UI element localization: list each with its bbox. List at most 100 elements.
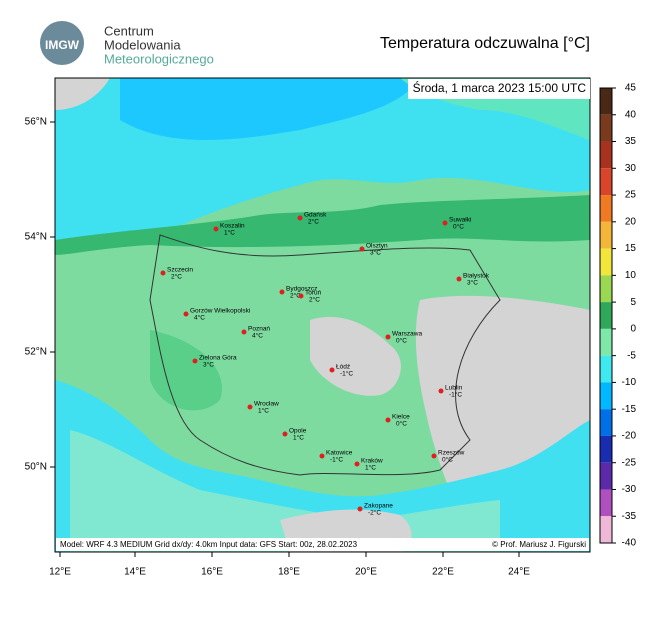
city-temp: 4°C <box>252 332 263 340</box>
date-label: Środa, 1 marca 2023 15:00 UTC <box>413 80 587 95</box>
colorbar-swatch <box>600 141 612 169</box>
city-temp: 3°C <box>370 249 381 257</box>
logo <box>40 21 84 65</box>
org-line: Meteorologicznego <box>104 51 214 66</box>
city-name: Łódź <box>336 364 350 371</box>
city-dot <box>282 431 288 437</box>
colorbar-label: 5 <box>630 297 636 308</box>
colorbar-label: 15 <box>625 243 637 254</box>
colorbar-label: 0 <box>630 324 636 335</box>
city-temp: 1°C <box>365 464 376 472</box>
colorbar-frame <box>599 87 613 544</box>
city-dot <box>183 311 189 317</box>
city-name: Gdańsk <box>304 212 327 219</box>
colorbar-swatch <box>600 195 612 222</box>
city-dot <box>456 276 462 282</box>
colorbar-label: 40 <box>625 109 637 120</box>
lon-label: 18°E <box>278 567 300 578</box>
city-dot <box>329 367 335 373</box>
colorbar-label: 25 <box>625 190 637 201</box>
logo-text: IMGW <box>45 38 80 52</box>
city-temp: 0°C <box>396 337 407 345</box>
city-name: Kraków <box>361 458 383 465</box>
city-temp: -1°C <box>340 370 353 378</box>
city-dot <box>298 293 304 299</box>
city-temp: 1°C <box>224 229 235 237</box>
city-dot <box>385 417 391 423</box>
city-dot <box>241 329 247 335</box>
colorbar-swatch <box>600 248 612 276</box>
colorbar-swatch <box>600 435 612 463</box>
city-name: Opole <box>289 428 307 435</box>
city-temp: 3°C <box>203 361 214 369</box>
city-temp: 2°C <box>308 218 319 226</box>
colorbar-swatch <box>600 328 612 356</box>
colorbar-label: -15 <box>622 404 637 415</box>
city-name: Kielce <box>392 414 410 421</box>
colorbar-swatch <box>600 275 612 303</box>
city-name: Wrocław <box>254 401 279 408</box>
lon-label: 12°E <box>49 567 71 578</box>
colorbar-label: 30 <box>625 163 637 174</box>
city-dot <box>357 506 363 512</box>
colorbar-label: -20 <box>622 431 637 442</box>
city-temp: -2°C <box>368 509 381 517</box>
city-name: Olsztyn <box>366 243 388 250</box>
colorbar-label: 35 <box>625 136 637 147</box>
overlays: 56°N 54°N 52°N 50°N 12°E 14°E 16°E 18°E 20°E 22°E… <box>25 83 637 578</box>
city-temp: 0°C <box>453 223 464 231</box>
city-name: Warszawa <box>392 331 422 338</box>
city-dot <box>279 289 285 295</box>
city-name: Toruń <box>305 290 322 297</box>
colorbar-label: -40 <box>622 538 637 549</box>
colorbar-swatch <box>600 355 612 383</box>
city-name: Bydgoszcz <box>286 286 317 293</box>
footer-right: © Prof. Mariusz J. Figurski <box>492 540 586 549</box>
city-temp: 2°C <box>171 273 182 281</box>
title: Temperatura odczuwalna [°C] <box>380 35 590 52</box>
lat-label: 54°N <box>25 232 47 243</box>
city-name: Zielona Góra <box>199 355 237 362</box>
city-dot <box>359 246 365 252</box>
lon-label: 20°E <box>355 567 377 578</box>
city-dot <box>438 388 444 394</box>
lon-label: 22°E <box>432 567 454 578</box>
colorbar-swatch <box>600 114 612 142</box>
colorbar-label: 10 <box>625 270 637 281</box>
colorbar-label: -30 <box>622 484 637 495</box>
city-name: Suwałki <box>449 217 471 224</box>
colorbar-label: -35 <box>622 511 637 522</box>
map: Środa, 1 marca 2023 15:00 UTC Model: WRF… <box>54 77 591 553</box>
city-name: Lublin <box>445 385 463 392</box>
colorbar-label: -25 <box>622 457 637 468</box>
colorbar-label: -10 <box>622 377 637 388</box>
city-name: Koszalin <box>220 223 245 230</box>
colorbar-swatch <box>600 221 612 249</box>
city-temp: 1°C <box>258 407 269 415</box>
lon-label: 14°E <box>124 567 146 578</box>
city-name: Rzeszów <box>438 450 465 457</box>
colorbar-label: 45 <box>625 83 637 94</box>
city-temp: 4°C <box>194 314 205 322</box>
colorbar-swatch <box>600 409 612 436</box>
colorbar-swatch <box>600 462 612 490</box>
colorbar-label: 20 <box>625 216 637 227</box>
city-dot <box>319 453 325 459</box>
city-dot <box>213 226 219 232</box>
lat-label: 56°N <box>25 117 47 128</box>
footer-left: Model: WRF 4.3 MEDIUM Grid dx/dy: 4.0km … <box>60 540 358 549</box>
city-temp: 0°C <box>442 456 453 464</box>
lat-label: 52°N <box>25 347 47 358</box>
colorbar-swatch <box>600 516 612 543</box>
colorbar-swatch <box>600 88 612 115</box>
city-dot <box>354 461 360 467</box>
city-name: Szczecin <box>167 267 193 274</box>
city-dot <box>160 270 166 276</box>
city-temp: 1°C <box>293 434 304 442</box>
city-dot <box>192 358 198 364</box>
colorbar-swatch <box>600 168 612 196</box>
city-dot <box>385 334 391 340</box>
lon-label: 24°E <box>508 567 530 578</box>
city-dot <box>442 220 448 226</box>
org-line: Centrum <box>104 23 154 38</box>
